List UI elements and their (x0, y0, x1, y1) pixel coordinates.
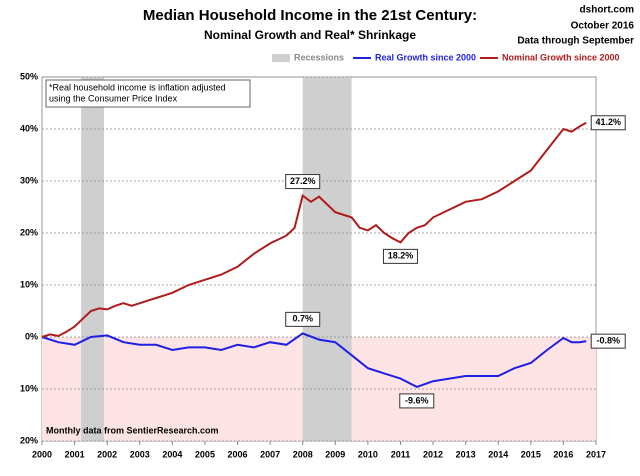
legend-label: Nominal Growth since 2000 (502, 52, 620, 62)
y-tick-label: 20% (20, 435, 38, 445)
y-tick-label: 20% (20, 227, 38, 237)
chart-title: Median Household Income in the 21st Cent… (143, 7, 477, 24)
annotation-box (399, 393, 435, 409)
annotation-label: 27.2% (290, 176, 316, 186)
source-line: October 2016 (571, 21, 635, 32)
x-tick-label: 2006 (228, 449, 248, 459)
x-tick-label: 2000 (32, 449, 52, 459)
footer: Monthly data from SentierResearch.com (46, 425, 219, 435)
annotation-box (590, 115, 626, 131)
y-tick-label: 50% (20, 71, 38, 81)
legend-label: Real Growth since 2000 (375, 52, 476, 62)
source-line: dshort.com (580, 5, 635, 16)
y-tick-label: 0% (25, 331, 38, 341)
note-box (45, 79, 251, 108)
chart-subtitle: Nominal Growth and Real* Shrinkage (204, 28, 416, 42)
annotation-label: 41.2% (595, 117, 621, 127)
annotation-label: -9.6% (405, 395, 429, 405)
annotation-box (285, 311, 321, 327)
x-tick-label: 2007 (260, 449, 280, 459)
x-tick-label: 2016 (553, 449, 573, 459)
series-line (41, 332, 587, 388)
legend-swatch (272, 54, 290, 62)
x-tick-label: 2009 (325, 449, 345, 459)
recession-band (302, 77, 352, 441)
annotation-label: 18.2% (388, 251, 414, 261)
x-tick-label: 2011 (391, 449, 411, 459)
x-tick-label: 2015 (521, 449, 541, 459)
x-tick-label: 2014 (488, 449, 508, 459)
annotation-box (285, 174, 321, 190)
legend-label: Recessions (294, 52, 344, 62)
y-tick-label: 40% (20, 123, 38, 133)
annotation-label: -0.8% (596, 336, 620, 346)
x-tick-label: 2002 (97, 449, 117, 459)
y-tick-label: 30% (20, 175, 38, 185)
series-line (41, 121, 587, 338)
note-text: using the Consumer Price Index (49, 93, 178, 103)
x-tick-label: 2010 (358, 449, 378, 459)
recession-band (81, 77, 104, 441)
annotation-box (590, 333, 626, 349)
annotation-label: 0.7% (292, 314, 313, 324)
x-tick-label: 2017 (586, 449, 606, 459)
x-tick-label: 2012 (423, 449, 443, 459)
y-tick-label: 10% (20, 383, 38, 393)
x-tick-label: 2001 (65, 449, 85, 459)
y-tick-label: 10% (20, 279, 38, 289)
annotation-box (382, 248, 418, 264)
source-line: Data through September (517, 36, 634, 47)
x-tick-label: 2004 (162, 449, 182, 459)
x-tick-label: 2003 (130, 449, 150, 459)
x-tick-label: 2005 (195, 449, 215, 459)
note-text: *Real household income is inflation adju… (49, 82, 226, 92)
x-tick-label: 2013 (456, 449, 476, 459)
x-tick-label: 2008 (293, 449, 313, 459)
